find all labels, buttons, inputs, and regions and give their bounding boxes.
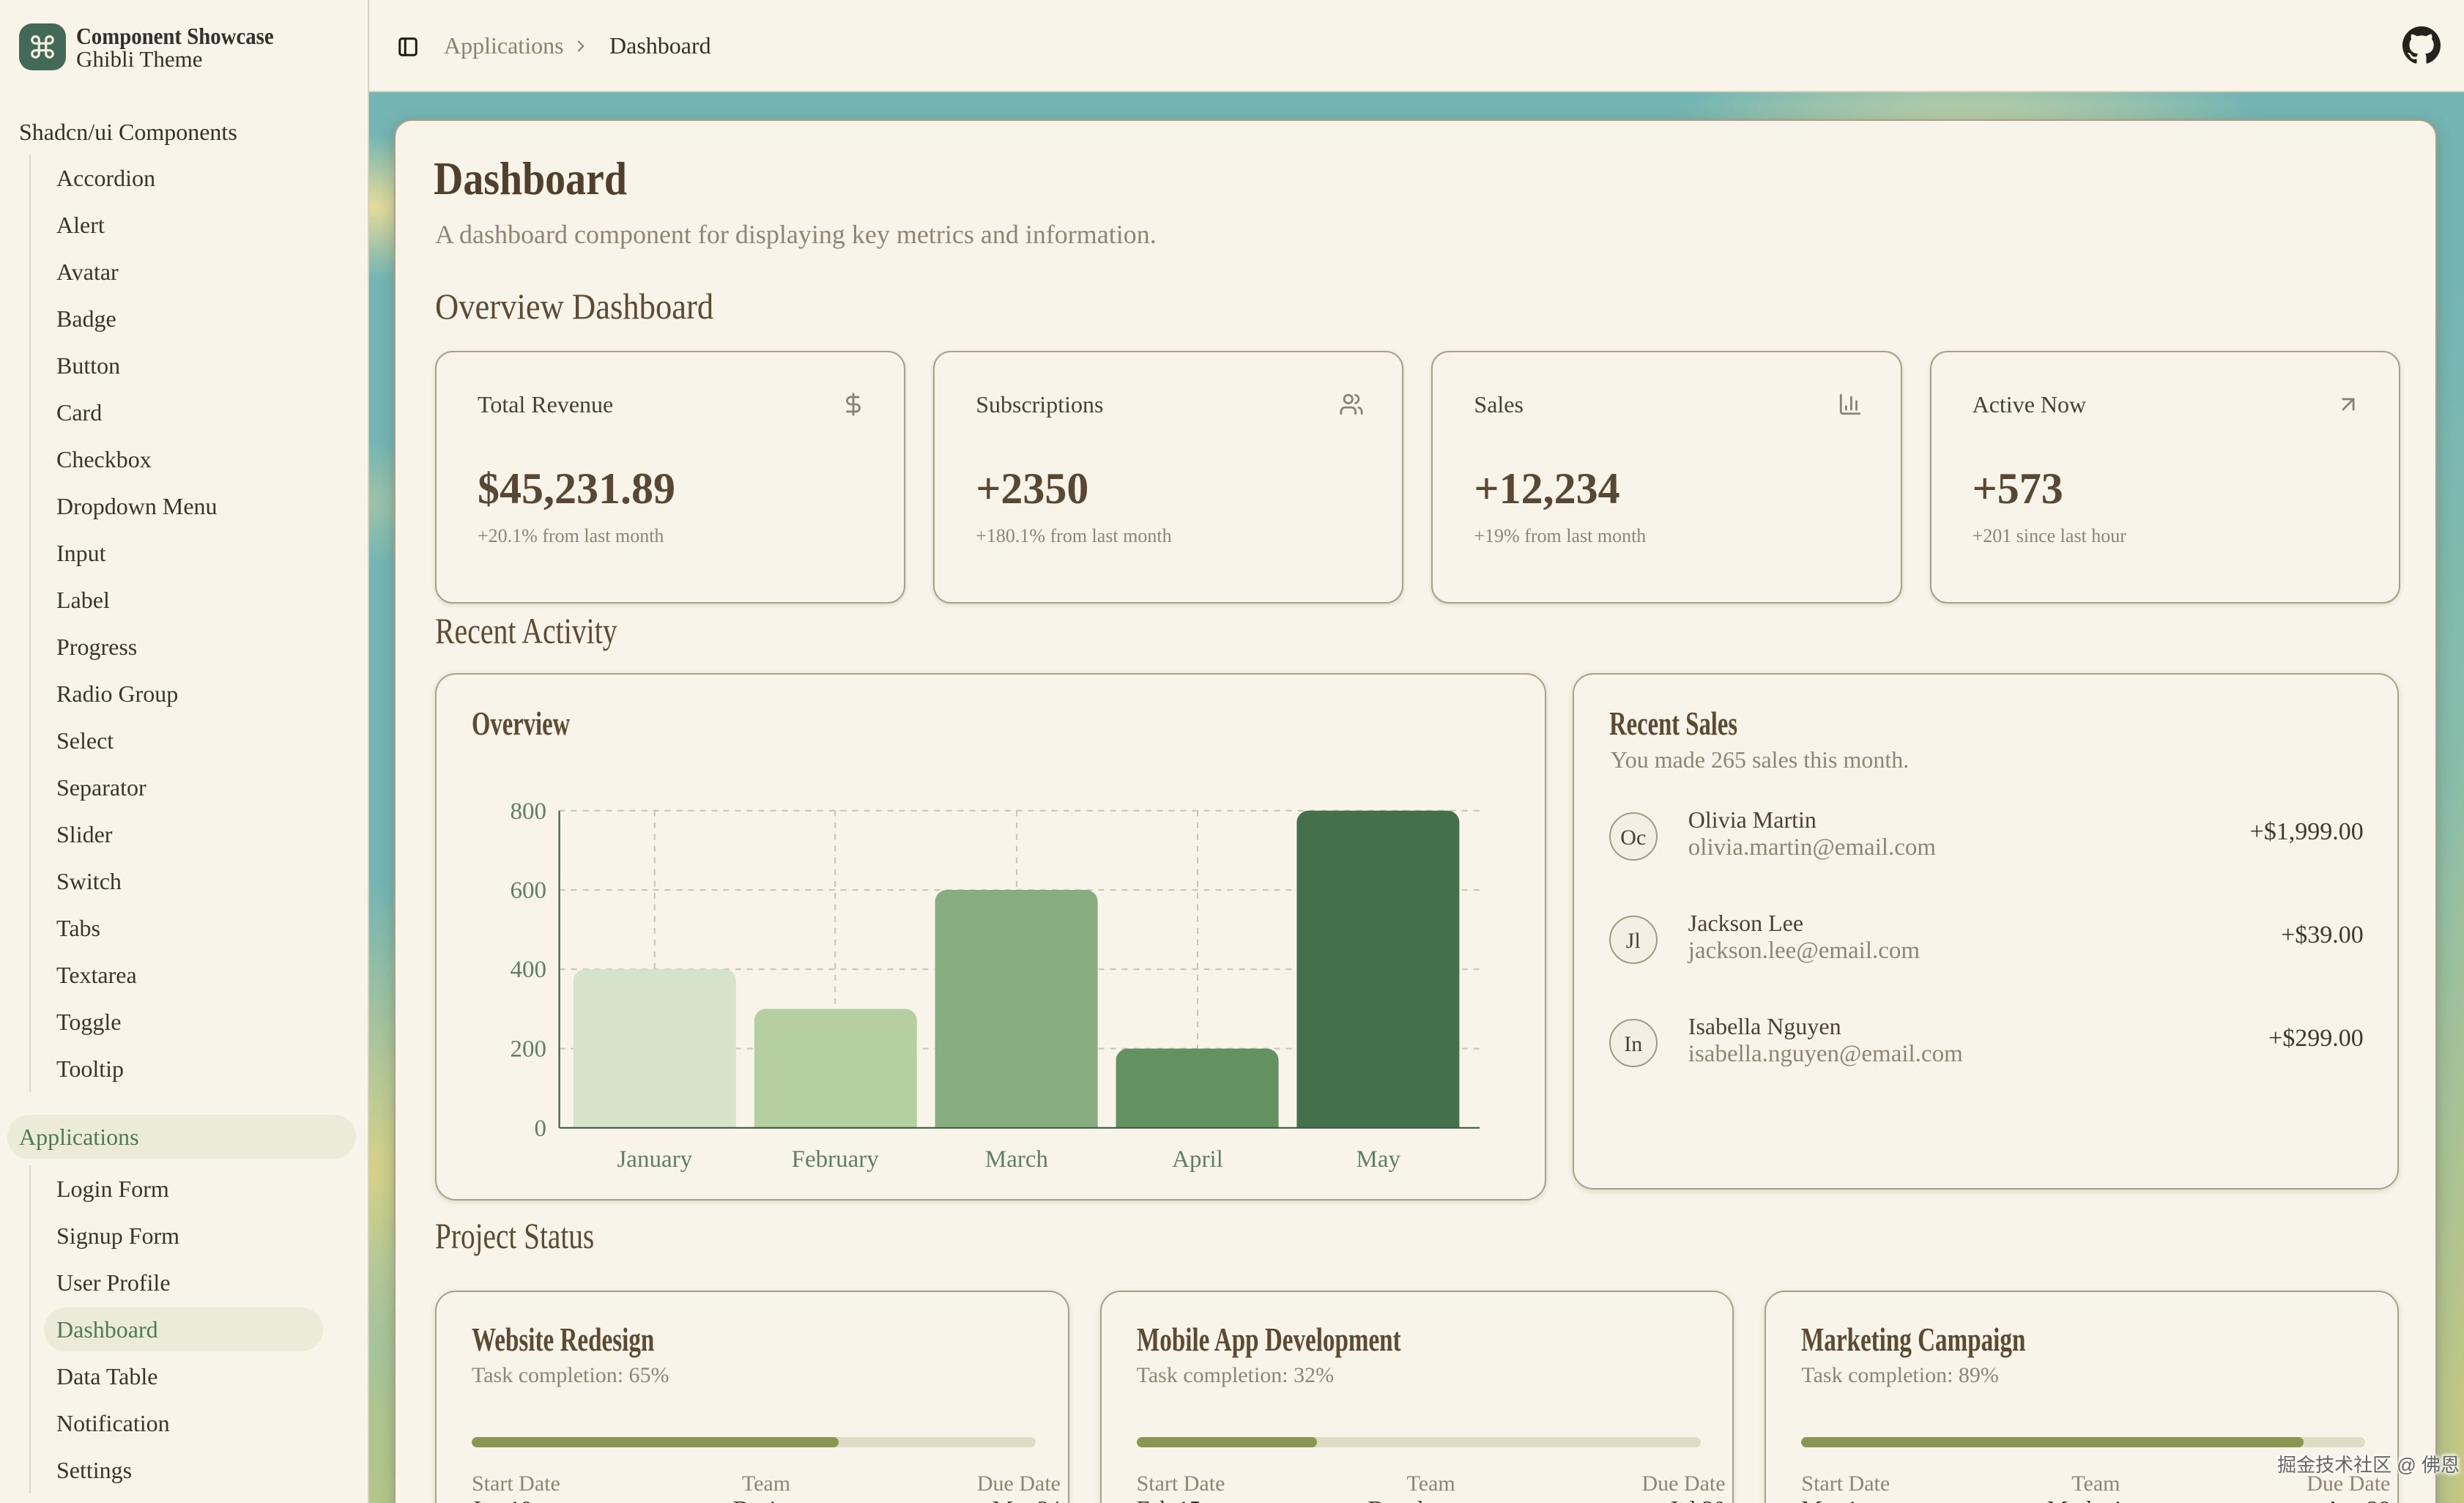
svg-text:200: 200 <box>511 1036 547 1062</box>
svg-text:April: April <box>1172 1146 1223 1173</box>
svg-text:800: 800 <box>511 798 547 824</box>
svg-text:May: May <box>1357 1146 1401 1173</box>
svg-text:February: February <box>792 1146 880 1173</box>
svg-text:600: 600 <box>511 877 547 904</box>
svg-text:March: March <box>985 1146 1049 1173</box>
svg-text:400: 400 <box>511 957 547 983</box>
svg-text:0: 0 <box>535 1115 547 1141</box>
svg-text:January: January <box>617 1146 692 1173</box>
